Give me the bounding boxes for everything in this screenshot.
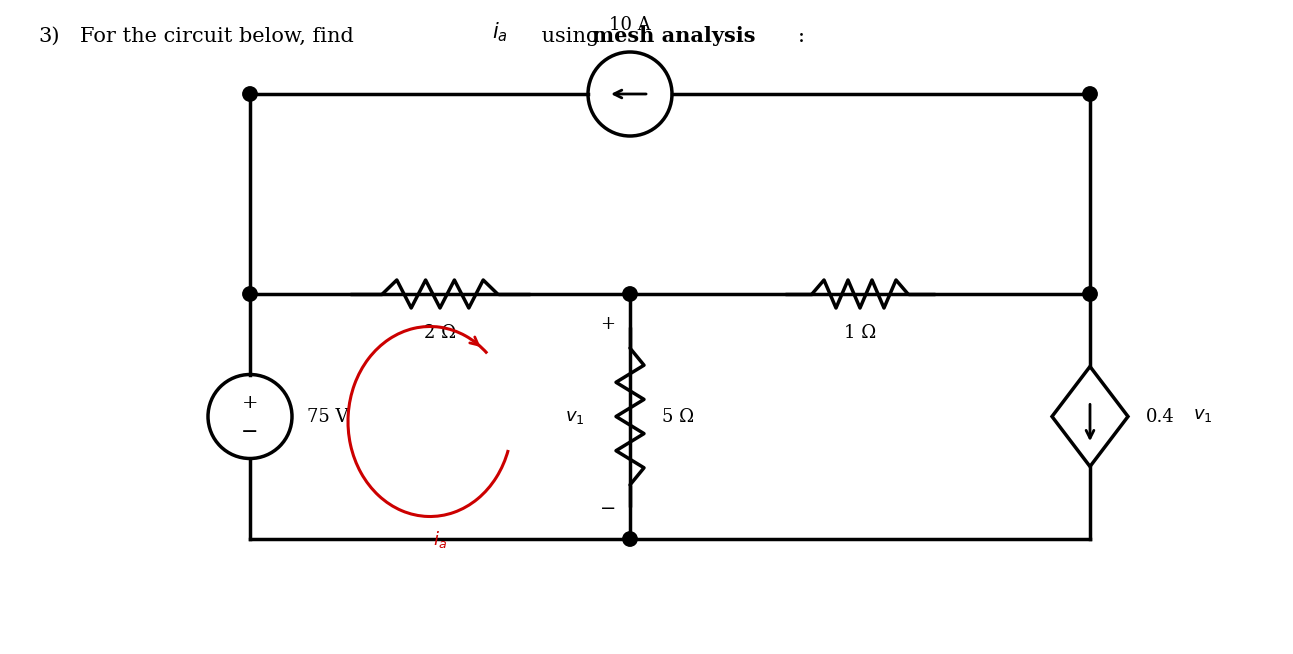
Circle shape <box>623 532 637 546</box>
Circle shape <box>623 287 637 301</box>
Circle shape <box>243 287 257 301</box>
Text: 10 A: 10 A <box>609 16 650 34</box>
Text: mesh analysis: mesh analysis <box>592 26 755 46</box>
Text: 2 Ω: 2 Ω <box>424 324 456 342</box>
Text: For the circuit below, find: For the circuit below, find <box>80 27 361 46</box>
Text: +: + <box>600 315 615 333</box>
Text: using: using <box>535 27 606 46</box>
Text: +: + <box>242 394 259 411</box>
Text: 75 V: 75 V <box>306 407 349 426</box>
Text: 3): 3) <box>37 27 59 46</box>
Text: 5 Ω: 5 Ω <box>662 407 694 426</box>
Text: :: : <box>798 27 806 46</box>
Circle shape <box>243 87 257 101</box>
Circle shape <box>1082 87 1098 101</box>
Text: $v_1$: $v_1$ <box>565 407 584 426</box>
Text: 1 Ω: 1 Ω <box>844 324 877 342</box>
Text: 0.4: 0.4 <box>1146 407 1175 426</box>
Text: $\it{i_a}$: $\it{i_a}$ <box>493 20 508 44</box>
Circle shape <box>1082 287 1098 301</box>
Text: −: − <box>600 500 617 518</box>
Text: −: − <box>242 423 259 442</box>
Text: $i_a$: $i_a$ <box>433 528 447 549</box>
Text: $v_1$: $v_1$ <box>1193 407 1213 424</box>
